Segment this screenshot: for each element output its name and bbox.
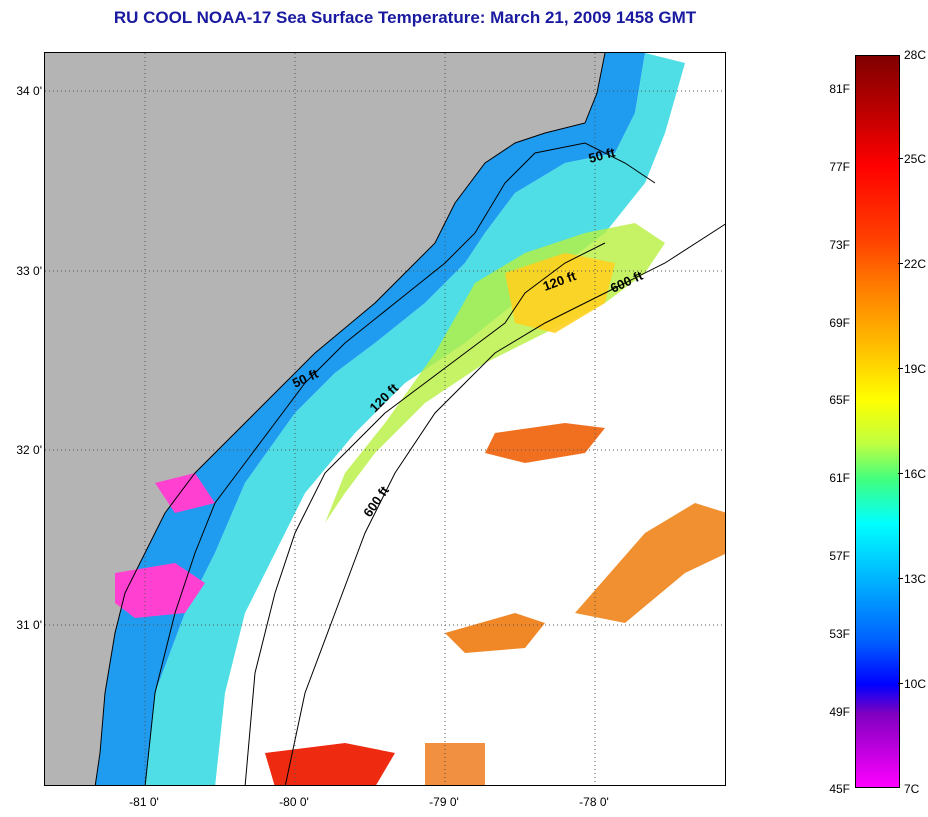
- longitude-label: -80 0': [279, 795, 309, 809]
- colorbar-f-label: 69F: [829, 316, 850, 330]
- isobath-50ft: [144, 142, 656, 785]
- colorbar-f-label: 61F: [829, 471, 850, 485]
- sst-coldest-patch: [115, 473, 215, 618]
- sst-yellow-patch: [505, 253, 615, 333]
- colorbar-f-label: 45F: [829, 782, 850, 796]
- longitude-label: -81 0': [129, 795, 159, 809]
- colorbar-f-label: 57F: [829, 549, 850, 563]
- colorbar-f-label: 49F: [829, 705, 850, 719]
- isobath-label: 50 ft: [587, 144, 617, 166]
- sst-warm-filament-1: [485, 423, 605, 463]
- colorbar-c-label: 19C: [904, 362, 927, 376]
- colorbar-tick: [898, 683, 903, 684]
- colorbar-c-label: 25C: [904, 152, 927, 166]
- latitude-label: 31 0': [16, 618, 42, 632]
- colorbar-c-label: 7C: [904, 782, 920, 796]
- sst-hot-patch: [265, 743, 395, 785]
- colorbar-f-label: 65F: [829, 393, 850, 407]
- colorbar-f-label: 53F: [829, 627, 850, 641]
- colorbar-c-label: 28C: [904, 48, 927, 62]
- colorbar-tick: [898, 473, 903, 474]
- colorbar-c-label: 22C: [904, 257, 927, 271]
- colorbar-f-label: 77F: [829, 160, 850, 174]
- graticule: [45, 53, 725, 785]
- latitude-label: 32 0': [16, 443, 42, 457]
- colorbar-tick: [898, 263, 903, 264]
- colorbar-f-label: 73F: [829, 238, 850, 252]
- colorbar-f-label: 81F: [829, 82, 850, 96]
- sst-warm-filament-3: [575, 503, 725, 623]
- colorbar-c-label: 10C: [904, 677, 927, 691]
- temperature-colorbar: [855, 55, 900, 788]
- land-area: [45, 53, 605, 785]
- colorbar-tick: [898, 368, 903, 369]
- sst-cold-band: [95, 53, 645, 785]
- latitude-label: 34 0': [16, 84, 42, 98]
- longitude-label: -78 0': [579, 795, 609, 809]
- map-title: RU COOL NOAA-17 Sea Surface Temperature:…: [113, 8, 697, 27]
- colorbar-c-label: 16C: [904, 467, 927, 481]
- latitude-label: 33 0': [16, 264, 42, 278]
- sst-map-graphic: 50 ft 120 ft 600 ft 50 ft 120 ft 600 ft: [45, 53, 725, 785]
- isobath-120ft: [244, 242, 606, 785]
- sst-warm-filament-2: [445, 613, 545, 653]
- colorbar-c-label: 13C: [904, 572, 927, 586]
- longitude-label: -79 0': [429, 795, 459, 809]
- colorbar-tick: [898, 578, 903, 579]
- sst-map[interactable]: 50 ft 120 ft 600 ft 50 ft 120 ft 600 ft: [44, 52, 726, 786]
- isobath-600ft: [284, 223, 725, 785]
- sst-orange-patch: [425, 743, 485, 785]
- sst-cyan-band: [145, 53, 685, 785]
- colorbar-tick: [898, 158, 903, 159]
- coastline: [94, 53, 606, 785]
